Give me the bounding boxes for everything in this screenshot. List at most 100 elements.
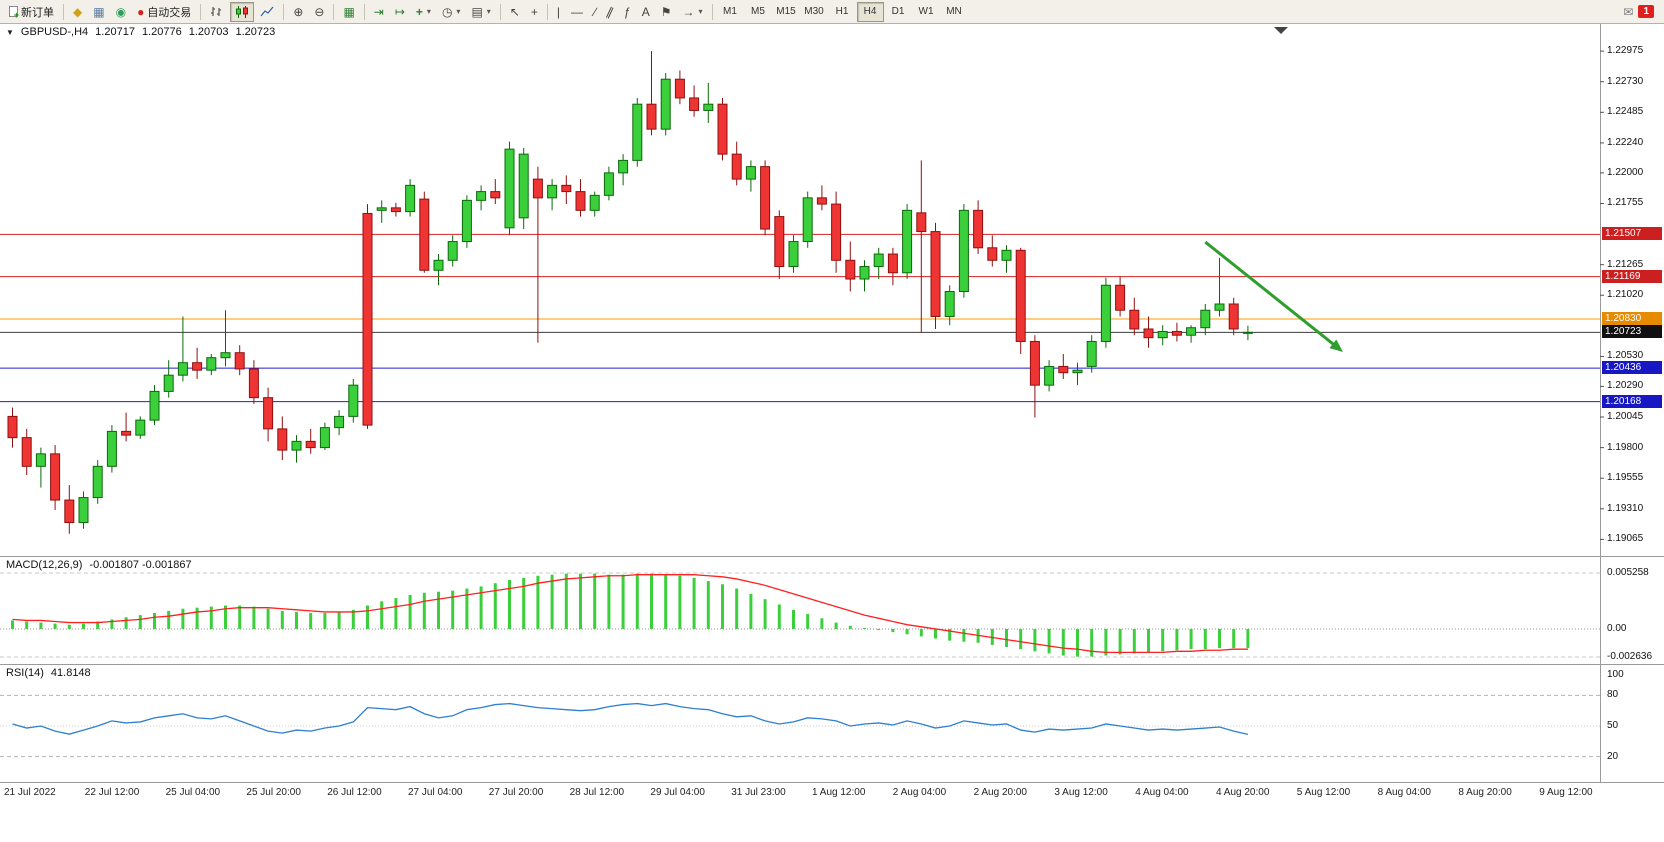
time-axis-label: 25 Jul 20:00 <box>246 787 301 798</box>
time-axis-label: 27 Jul 20:00 <box>488 787 544 798</box>
toolbar-separator <box>546 3 548 20</box>
candlestick-chart-icon <box>236 5 249 18</box>
market-watch-button[interactable]: ▦ <box>88 2 109 22</box>
time-axis[interactable]: 21 Jul 2022 22 Jul 12:00 25 Jul 04:00 25 Ju… <box>0 782 1664 842</box>
label-flag-icon: ⚑ <box>660 4 672 19</box>
autotrading-button[interactable]: ● 自动交易 <box>132 2 196 22</box>
price-tick-label: 1.22000 <box>1607 166 1644 178</box>
macd-header: MACD(12,26,9) -0.001807 -0.001867 <box>6 559 192 571</box>
price-tick-label: 1.19555 <box>1607 472 1644 484</box>
arrows-tool-button[interactable]: → ▾ <box>677 2 707 22</box>
fibonacci-tool-button[interactable]: ƒ <box>619 2 636 22</box>
line-chart-button[interactable] <box>255 2 279 22</box>
terminal-panel-icon: ◉ <box>115 4 127 19</box>
crosshair-icon: + <box>530 4 538 19</box>
price-line-badge: 1.21507 <box>1602 227 1662 241</box>
timeframe-button-M5[interactable]: M5 <box>745 2 772 22</box>
zoom-in-icon: ⊕ <box>293 4 304 19</box>
channel-tool-button[interactable]: ∥ <box>602 2 618 22</box>
dropdown-caret-icon: ▾ <box>486 7 491 16</box>
time-axis-label: 22 Jul 12:00 <box>84 787 140 798</box>
candlestick-chart-button[interactable] <box>230 1 255 22</box>
macd-axis-label: -0.002636 <box>1607 651 1653 662</box>
bar-low-value: 1.20703 <box>188 26 229 38</box>
bar-open-value: 1.20717 <box>95 26 135 38</box>
tile-windows-button[interactable]: ▦ <box>338 2 359 22</box>
price-line-badge: 1.20723 <box>1602 325 1662 339</box>
time-axis-label: 21 Jul 2022 <box>4 787 56 798</box>
vertical-line-tool-button[interactable]: | <box>552 2 565 22</box>
periods-button[interactable]: ◷ ▾ <box>437 2 466 22</box>
indicators-button[interactable]: + ▾ <box>411 2 436 22</box>
zoom-in-button[interactable]: ⊕ <box>288 2 308 22</box>
timeframe-button-H1[interactable]: H1 <box>829 2 856 22</box>
crosshair-tool-button[interactable]: + <box>526 2 543 22</box>
bar-chart-icon <box>211 6 222 16</box>
time-axis-label: 8 Aug 20:00 <box>1458 787 1512 798</box>
time-axis-label: 4 Aug 20:00 <box>1216 787 1270 798</box>
auto-scroll-button[interactable]: ⇥ <box>369 2 389 22</box>
new-order-label: 新订单 <box>21 6 54 19</box>
metaeditor-icon: ◆ <box>73 4 83 19</box>
price-line-badge: 1.20436 <box>1602 361 1662 375</box>
toolbar-separator <box>499 3 501 20</box>
text-tool-button[interactable]: A <box>637 2 655 22</box>
timeframe-button-H4[interactable]: H4 <box>856 1 884 22</box>
trendline-tool-button[interactable]: ∕ <box>589 2 601 22</box>
toolbar-separator <box>200 3 202 20</box>
zoom-out-button[interactable]: ⊖ <box>309 2 329 22</box>
time-axis-label: 1 Aug 12:00 <box>812 787 866 798</box>
metaeditor-button[interactable]: ◆ <box>68 2 87 22</box>
bar-high-value: 1.20776 <box>141 26 182 38</box>
market-watch-icon: ▦ <box>93 4 105 19</box>
cursor-icon: ↖ <box>509 4 520 19</box>
rsi-panel: RSI(14) 41.8148 100 80 50 20 <box>0 664 1664 783</box>
time-axis-label: 5 Aug 12:00 <box>1296 787 1351 798</box>
price-line-badge: 1.20830 <box>1602 311 1662 325</box>
dropdown-caret-icon: ▾ <box>426 7 431 16</box>
timeframe-button-W1[interactable]: W1 <box>913 2 940 22</box>
price-chart-canvas[interactable] <box>0 24 1664 556</box>
toolbar-separator <box>711 3 713 20</box>
horizontal-line-tool-button[interactable]: — <box>566 2 588 22</box>
mailbox-icon[interactable]: ✉ <box>1623 4 1634 19</box>
timeframe-button-D1[interactable]: D1 <box>885 2 912 22</box>
line-chart-icon <box>260 6 274 16</box>
notification-badge[interactable]: 1 <box>1638 5 1654 18</box>
bar-chart-button[interactable] <box>205 2 229 22</box>
macd-canvas[interactable] <box>0 557 1664 665</box>
timeframe-button-group: M1 M5 M15 M30 H1 H4 D1 W1 MN <box>717 1 968 22</box>
templates-button[interactable]: ▤ ▾ <box>466 2 495 22</box>
rsi-axis-label: 20 <box>1607 750 1619 762</box>
rsi-canvas[interactable] <box>0 665 1664 783</box>
one-click-trading-toggle[interactable]: ▼ <box>6 27 14 37</box>
timeframe-button-M30[interactable]: M30 <box>801 2 828 22</box>
autotrading-icon: ● <box>137 4 145 19</box>
label-tool-button[interactable]: ⚑ <box>656 2 677 22</box>
macd-label: MACD(12,26,9) <box>6 559 83 571</box>
dropdown-caret-icon: ▾ <box>456 7 461 16</box>
rsi-axis-label: 100 <box>1607 669 1624 680</box>
time-axis-label: 2 Aug 04:00 <box>892 787 947 798</box>
rsi-axis-label: 80 <box>1607 689 1619 701</box>
periods-clock-icon: ◷ <box>441 4 453 19</box>
cursor-tool-button[interactable]: ↖ <box>505 2 525 22</box>
time-axis-label: 3 Aug 12:00 <box>1054 787 1108 798</box>
timeframe-button-MN[interactable]: MN <box>941 2 968 22</box>
price-tick-label: 1.19800 <box>1607 441 1644 453</box>
timeframe-button-M1[interactable]: M1 <box>717 2 744 22</box>
price-tick-label: 1.21265 <box>1607 258 1644 270</box>
terminal-panel-button[interactable]: ◉ <box>111 2 131 22</box>
trendline-icon: ∕ <box>594 4 597 19</box>
time-axis-label: 31 Jul 23:00 <box>731 787 786 798</box>
timeframe-button-M15[interactable]: M15 <box>773 2 800 22</box>
time-axis-label: 27 Jul 04:00 <box>408 787 463 798</box>
chart-shift-button[interactable]: ↦ <box>390 2 410 22</box>
auto-scroll-icon: ⇥ <box>373 4 384 19</box>
arrows-tool-icon: → <box>682 4 695 19</box>
bar-close-value: 1.20723 <box>235 26 276 38</box>
new-order-button[interactable]: 新订单 <box>4 2 59 22</box>
price-tick-label: 1.20045 <box>1607 411 1644 422</box>
chart-shift-icon: ↦ <box>394 4 405 19</box>
time-axis-label: 25 Jul 04:00 <box>165 787 221 798</box>
